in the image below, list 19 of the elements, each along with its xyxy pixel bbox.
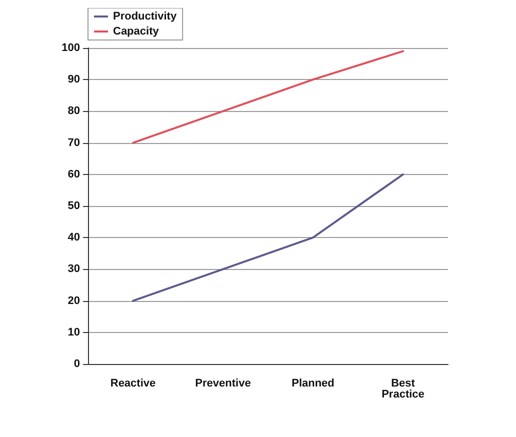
y-tick-label: 50 xyxy=(68,200,80,212)
y-tick-label: 0 xyxy=(74,358,80,370)
line-series xyxy=(132,50,404,144)
y-tick-label: 100 xyxy=(62,42,80,54)
y-tick-label: 90 xyxy=(68,74,80,86)
y-tick-label: 70 xyxy=(68,136,80,149)
line-series xyxy=(132,173,404,302)
y-tick-label: 20 xyxy=(68,294,80,307)
x-tick-label: Preventive xyxy=(195,378,251,390)
y-tick-label: 30 xyxy=(68,263,80,276)
x-tick-label: Best Practice xyxy=(382,378,424,400)
y-tick-label: 80 xyxy=(68,105,80,118)
y-tick-label: 60 xyxy=(68,168,80,180)
y-tick-label: 40 xyxy=(68,232,80,244)
legend-label: Productivity xyxy=(113,10,178,22)
x-tick-label: Planned xyxy=(292,378,334,390)
y-tick-label: 10 xyxy=(68,326,80,338)
legend-label: Capacity xyxy=(113,26,160,38)
x-tick-label: Reactive xyxy=(110,378,156,390)
